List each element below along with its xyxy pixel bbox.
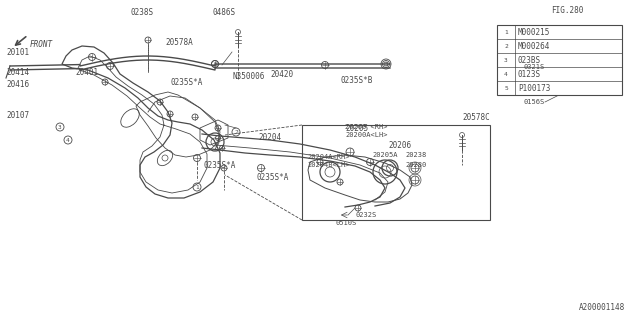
Text: 1: 1 [504, 29, 508, 35]
Text: 0486S: 0486S [212, 7, 235, 17]
Text: 3: 3 [58, 124, 62, 130]
Text: 20401: 20401 [75, 68, 98, 76]
Text: M000264: M000264 [518, 42, 550, 51]
Text: 2: 2 [504, 44, 508, 49]
Text: 5: 5 [213, 61, 217, 67]
Text: M000215: M000215 [518, 28, 550, 36]
Text: 20205: 20205 [345, 124, 368, 132]
Text: 5: 5 [384, 61, 388, 67]
Text: 023BS: 023BS [518, 55, 541, 65]
Text: 3: 3 [504, 58, 508, 62]
Text: 0232S: 0232S [355, 212, 376, 218]
Text: 0235S*A: 0235S*A [256, 172, 289, 181]
Text: 0238S: 0238S [130, 7, 153, 17]
Text: 5: 5 [504, 85, 508, 91]
Text: 20107: 20107 [6, 110, 29, 119]
Text: 0235S*B: 0235S*B [340, 76, 372, 84]
Bar [302, 125, 490, 220]
Text: 20200A<LH>: 20200A<LH> [345, 132, 387, 138]
Text: 2: 2 [234, 130, 238, 134]
Bar [497, 25, 622, 95]
Text: 20280: 20280 [405, 162, 426, 168]
Text: 0235S*A: 0235S*A [203, 161, 236, 170]
Text: 20416: 20416 [6, 79, 29, 89]
Text: 20238: 20238 [405, 152, 426, 158]
Text: 4: 4 [504, 71, 508, 76]
Text: 20101: 20101 [6, 47, 29, 57]
Text: 20200 <RH>: 20200 <RH> [345, 124, 387, 130]
Text: 20204A<RH>: 20204A<RH> [307, 154, 349, 160]
Text: 20206: 20206 [388, 140, 411, 149]
Text: 0156S: 0156S [523, 99, 544, 105]
Text: 20205A: 20205A [372, 152, 397, 158]
Text: FRONT: FRONT [30, 39, 53, 49]
Text: 0321S: 0321S [523, 64, 544, 70]
Text: 20420: 20420 [270, 69, 293, 78]
Text: 0510S: 0510S [335, 220, 356, 226]
Text: A200001148: A200001148 [579, 303, 625, 312]
Text: 20578A: 20578A [165, 37, 193, 46]
Text: 20204B<LH>: 20204B<LH> [307, 162, 349, 168]
Text: P100173: P100173 [518, 84, 550, 92]
Text: 0235S*A: 0235S*A [170, 77, 202, 86]
Text: 4: 4 [66, 138, 70, 142]
Text: 20578C: 20578C [462, 113, 490, 122]
Text: N350006: N350006 [232, 71, 264, 81]
Text: 20414: 20414 [6, 68, 29, 76]
Text: 0123S: 0123S [518, 69, 541, 78]
Text: FIG.280: FIG.280 [551, 5, 584, 14]
Text: 20204: 20204 [258, 132, 281, 141]
Text: 1: 1 [195, 185, 199, 189]
